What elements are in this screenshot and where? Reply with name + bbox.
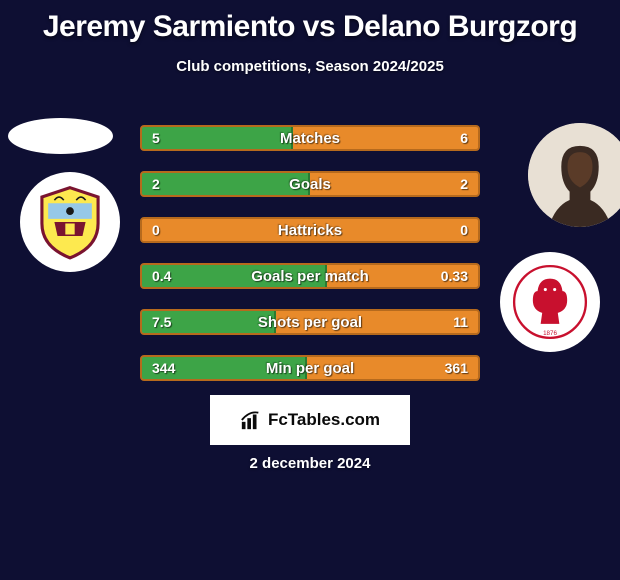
stat-row: 0.4Goals per match0.33 <box>140 263 480 289</box>
stat-label: Matches <box>142 127 478 149</box>
stats-rows-container: 5Matches6 2Goals2 0Hattricks0 0.4Goals per … <box>140 125 480 401</box>
stat-label: Hattricks <box>142 219 478 241</box>
middlesbrough-crest-icon: 1876 <box>511 263 589 341</box>
player-right-avatar <box>528 123 620 227</box>
svg-text:1876: 1876 <box>543 330 557 337</box>
stat-value-right: 6 <box>450 127 478 149</box>
stat-row: 344Min per goal361 <box>140 355 480 381</box>
stat-value-right: 0.33 <box>431 265 478 287</box>
burnley-crest-icon <box>31 183 109 261</box>
stat-row: 5Matches6 <box>140 125 480 151</box>
stat-label: Min per goal <box>142 357 478 379</box>
page-title: Jeremy Sarmiento vs Delano Burgzorg <box>0 0 620 44</box>
stat-label: Goals per match <box>142 265 478 287</box>
subtitle: Club competitions, Season 2024/2025 <box>0 58 620 75</box>
stat-value-right: 2 <box>450 173 478 195</box>
stat-row: 0Hattricks0 <box>140 217 480 243</box>
stat-label: Shots per goal <box>142 311 478 333</box>
fctables-logo-icon <box>240 409 262 431</box>
stat-row: 2Goals2 <box>140 171 480 197</box>
stat-label: Goals <box>142 173 478 195</box>
club-left-crest <box>20 172 120 272</box>
stat-value-right: 11 <box>443 311 478 333</box>
club-right-crest: 1876 <box>500 252 600 352</box>
attribution-box: FcTables.com <box>210 395 410 445</box>
date-text: 2 december 2024 <box>0 455 620 472</box>
stat-row: 7.5Shots per goal11 <box>140 309 480 335</box>
player-left-avatar <box>8 118 113 154</box>
attribution-text: FcTables.com <box>268 410 380 430</box>
stat-value-right: 0 <box>450 219 478 241</box>
stat-value-right: 361 <box>435 357 478 379</box>
player-silhouette-icon <box>528 123 620 227</box>
